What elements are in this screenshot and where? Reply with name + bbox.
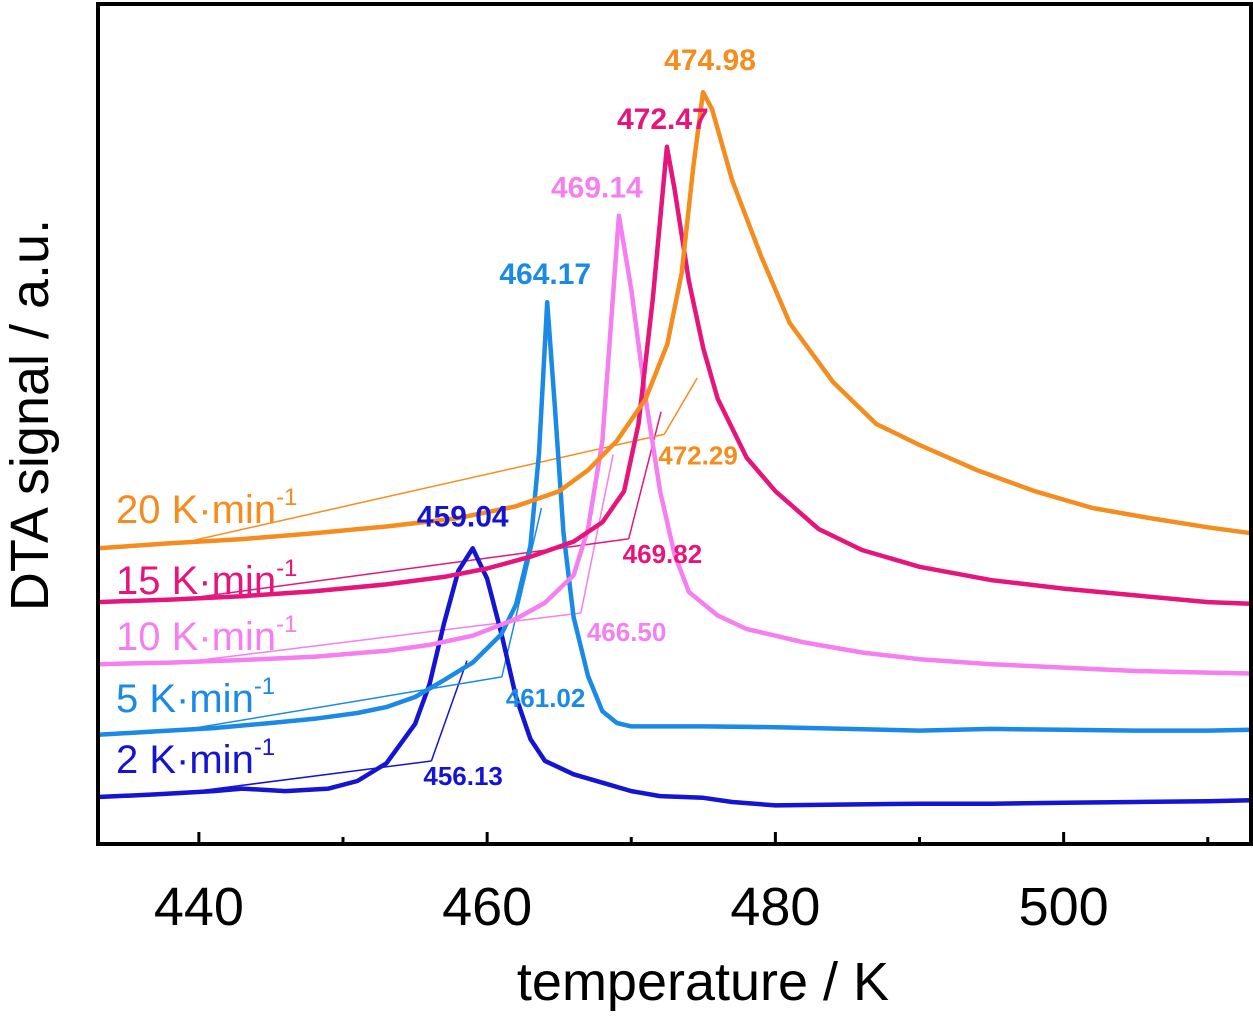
peak-temperature-label: 469.14 bbox=[551, 172, 643, 205]
heating-rate-label: 10 K·min-1 bbox=[116, 611, 297, 659]
onset-temperature-label: 469.82 bbox=[623, 539, 703, 569]
heating-rate-exponent: -1 bbox=[254, 673, 275, 700]
onset-temperature-label: 461.02 bbox=[506, 683, 586, 713]
heating-rate-text: 15 K·min bbox=[116, 559, 276, 603]
heating-rate-exponent: -1 bbox=[276, 555, 297, 582]
tangent-line bbox=[664, 378, 697, 434]
heating-rate-exponent: -1 bbox=[254, 734, 275, 761]
onset-temperature-label: 456.13 bbox=[423, 761, 503, 791]
heating-rate-text: 5 K·min bbox=[116, 677, 254, 721]
series-line bbox=[98, 92, 1251, 548]
heating-rate-exponent: -1 bbox=[276, 484, 297, 511]
heating-rate-label: 2 K·min-1 bbox=[116, 734, 275, 782]
x-axis-title: temperature / K bbox=[517, 952, 889, 1012]
heating-rate-text: 2 K·min bbox=[116, 738, 254, 782]
onset-temperature-label: 466.50 bbox=[587, 617, 667, 647]
heating-rate-label: 5 K·min-1 bbox=[116, 673, 275, 721]
dta-chart: 459.04456.132 K·min-1464.17461.025 K·min… bbox=[0, 0, 1253, 1016]
heating-rate-label: 20 K·min-1 bbox=[116, 484, 297, 532]
heating-rate-text: 10 K·min bbox=[116, 615, 276, 659]
heating-rate-text: 20 K·min bbox=[116, 488, 276, 532]
peak-temperature-label: 459.04 bbox=[417, 500, 509, 533]
y-axis-title: DTA signal / a.u. bbox=[0, 219, 60, 611]
heating-rate-exponent: -1 bbox=[276, 611, 297, 638]
peak-temperature-label: 472.47 bbox=[617, 103, 709, 136]
heating-rate-label: 15 K·min-1 bbox=[116, 555, 297, 603]
peak-temperature-label: 474.98 bbox=[664, 44, 756, 77]
x-tick-label: 500 bbox=[1019, 877, 1109, 937]
onset-temperature-label: 472.29 bbox=[658, 440, 738, 470]
x-tick-label: 440 bbox=[154, 877, 244, 937]
x-tick-label: 480 bbox=[730, 877, 820, 937]
x-axis-ticks: 440 460 480 500 bbox=[154, 832, 1208, 937]
peak-temperature-label: 464.17 bbox=[499, 258, 591, 291]
x-tick-label: 460 bbox=[442, 877, 532, 937]
